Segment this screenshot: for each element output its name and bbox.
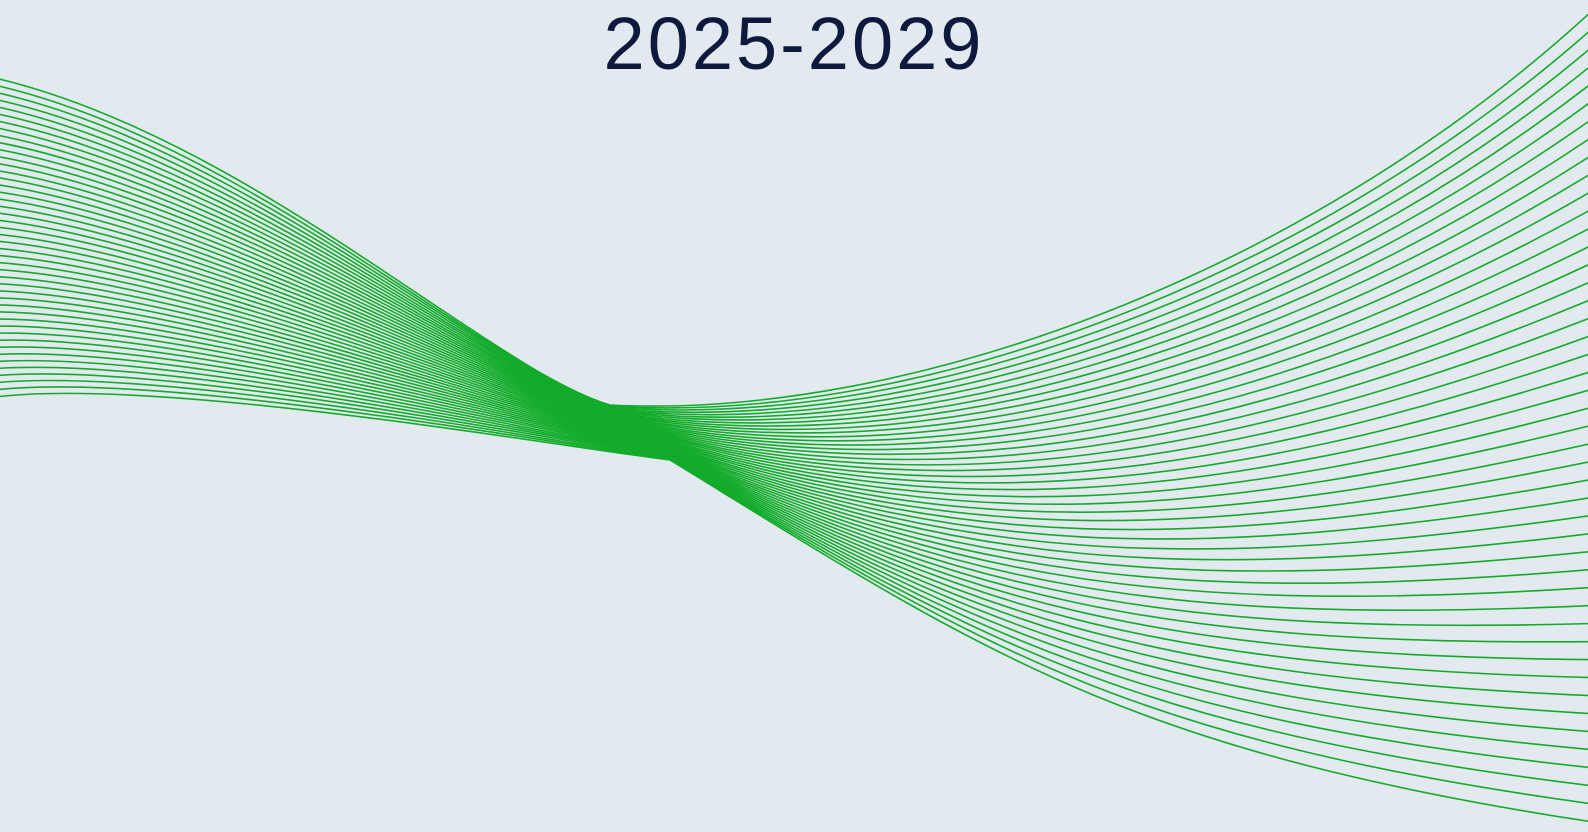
wave-line — [0, 311, 1588, 612]
wave-line — [0, 386, 1588, 805]
wave-line — [0, 102, 1588, 418]
wave-line — [0, 276, 1588, 550]
wave-line — [0, 254, 1588, 522]
wave-line — [0, 170, 1588, 446]
wave-line — [0, 297, 1588, 585]
wave-line — [0, 127, 1588, 424]
wave-line — [0, 31, 1588, 409]
wave-line — [0, 191, 1588, 461]
wave-line — [0, 268, 1588, 540]
wave-line — [0, 134, 1588, 427]
page-title: 2025-2029 — [603, 2, 985, 85]
wave-line — [0, 353, 1588, 715]
wave-line — [0, 233, 1588, 498]
wave-line — [0, 226, 1588, 491]
wave-line — [0, 219, 1588, 484]
wave-line — [0, 163, 1588, 442]
wave-line — [0, 247, 1588, 513]
wave-line — [0, 205, 1588, 472]
wave-line — [0, 339, 1588, 679]
wave-line — [0, 283, 1588, 561]
wave-line — [0, 177, 1588, 451]
wave-line — [0, 261, 1588, 531]
wave-line — [0, 156, 1588, 438]
wave-line — [0, 198, 1588, 466]
wave-line-group — [0, 13, 1588, 823]
wave-line — [0, 304, 1588, 598]
wave-line — [0, 240, 1588, 506]
wave-line — [0, 142, 1588, 431]
wave-line — [0, 318, 1588, 627]
wave-line — [0, 290, 1588, 572]
wave-line — [0, 346, 1588, 697]
wave-line — [0, 373, 1588, 769]
wave-line — [0, 359, 1588, 733]
wave-line — [0, 85, 1588, 416]
wave-line — [0, 184, 1588, 456]
wave-line — [0, 67, 1588, 414]
wave-line — [0, 13, 1588, 407]
wave-line — [0, 366, 1588, 751]
wave-line — [0, 149, 1588, 434]
wave-line — [0, 332, 1588, 661]
wave-line — [0, 212, 1588, 478]
wave-line — [0, 49, 1588, 411]
wave-line — [0, 120, 1588, 421]
wave-line — [0, 325, 1588, 643]
wave-line — [0, 392, 1588, 823]
